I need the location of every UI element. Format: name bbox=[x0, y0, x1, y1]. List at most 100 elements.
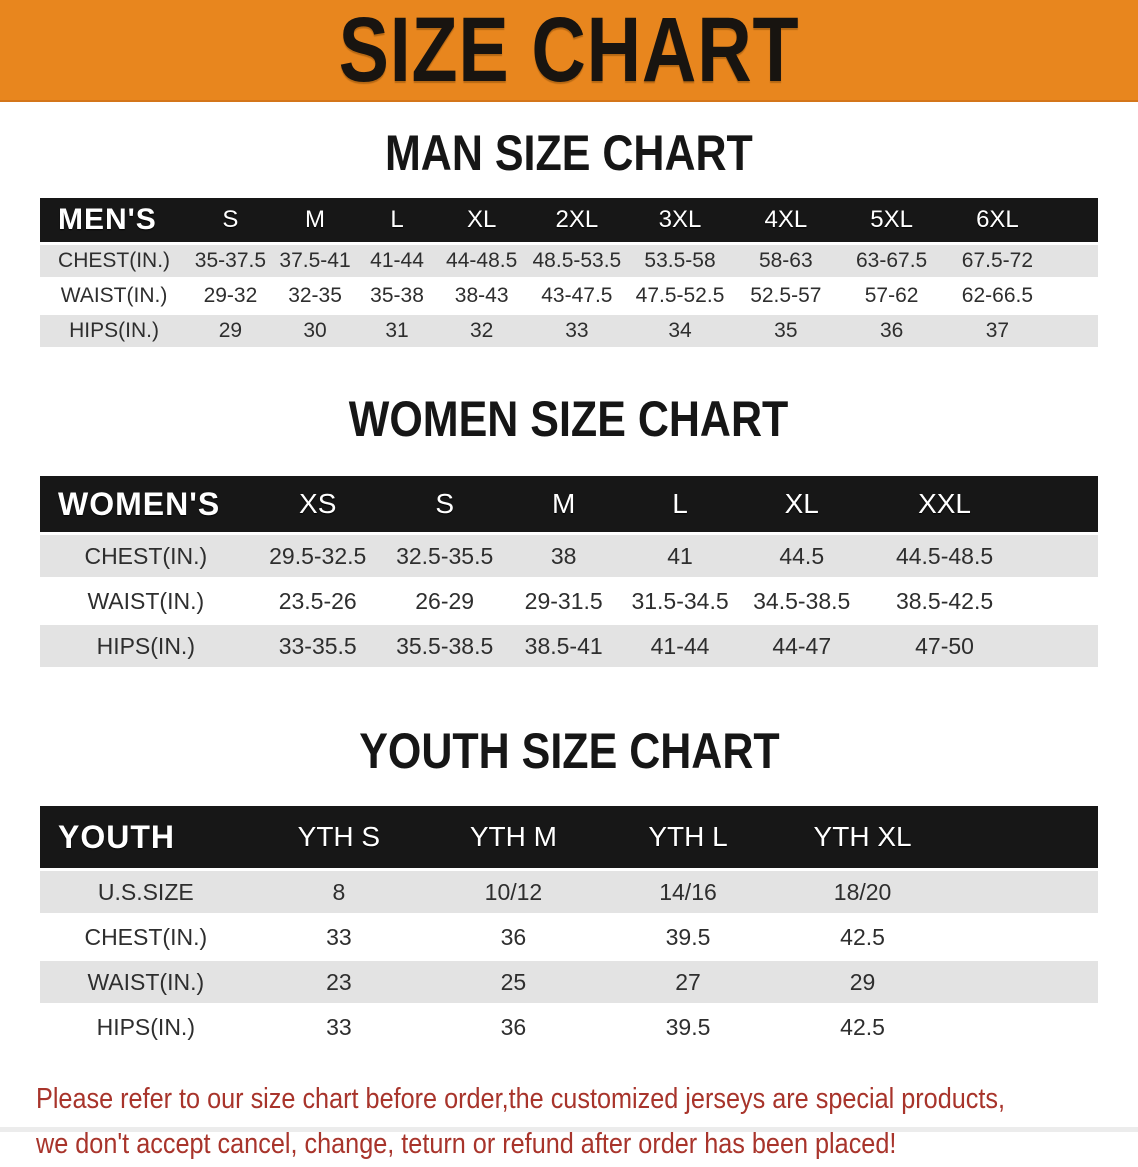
youth-size-col: YTH S bbox=[297, 821, 381, 852]
men-size-col: 4XL bbox=[764, 206, 808, 233]
women-heading-text: WOMEN SIZE CHART bbox=[349, 391, 789, 447]
cell: 44.5-48.5 bbox=[895, 542, 994, 569]
cell: 44.5 bbox=[779, 542, 825, 569]
cell: 25 bbox=[500, 968, 527, 995]
cell: 23 bbox=[326, 968, 352, 995]
men-size-col: 5XL bbox=[870, 206, 913, 233]
cell: 26-29 bbox=[415, 587, 475, 614]
cell: 31.5-34.5 bbox=[631, 587, 729, 614]
cell: 30 bbox=[303, 319, 327, 342]
spacer-cell bbox=[950, 916, 1098, 958]
men-size-col: XL bbox=[466, 206, 497, 233]
cell: 8 bbox=[332, 878, 346, 905]
cell: 37 bbox=[985, 319, 1010, 342]
cell: 32 bbox=[469, 319, 494, 342]
women-header-row: WOMEN'S XS S M L XL XXL bbox=[40, 476, 1098, 532]
cell: 41-44 bbox=[650, 632, 710, 659]
cell: 62-66.5 bbox=[961, 284, 1034, 307]
row-label: WAIST(IN.) bbox=[60, 284, 168, 307]
cell: 32-35 bbox=[288, 284, 342, 307]
cell: 38 bbox=[550, 542, 577, 569]
women-size-col: S bbox=[435, 488, 455, 519]
youth-hips-row: HIPS(IN.) 33 36 39.5 42.5 bbox=[40, 1006, 1098, 1048]
men-size-col: S bbox=[222, 206, 239, 233]
row-label: U.S.SIZE bbox=[97, 878, 194, 905]
cell: 38-43 bbox=[454, 284, 509, 307]
men-size-col: 2XL bbox=[555, 206, 599, 233]
cell: 29 bbox=[849, 968, 876, 995]
cell: 33 bbox=[326, 1013, 352, 1040]
cell: 29-31.5 bbox=[524, 587, 603, 614]
row-label: WAIST(IN.) bbox=[87, 587, 205, 614]
youth-size-col: YTH M bbox=[469, 821, 557, 852]
bottom-divider bbox=[0, 1127, 1138, 1132]
cell: 48.5-53.5 bbox=[532, 249, 622, 272]
cell: 14/16 bbox=[659, 878, 717, 905]
men-chest-row: CHEST(IN.) 35-37.5 37.5-41 41-44 44-48.5… bbox=[40, 245, 1098, 277]
spacer-cell bbox=[1024, 625, 1098, 667]
youth-section-heading: YOUTH SIZE CHART bbox=[0, 724, 1138, 779]
spacer-cell bbox=[1024, 476, 1098, 532]
cell: 35-38 bbox=[370, 284, 424, 307]
cell: 57-62 bbox=[864, 284, 919, 307]
cell: 41-44 bbox=[370, 249, 424, 272]
women-size-col: XL bbox=[784, 488, 819, 519]
women-size-col: M bbox=[552, 488, 576, 519]
cell: 47.5-52.5 bbox=[635, 284, 725, 307]
youth-heading-text: YOUTH SIZE CHART bbox=[358, 723, 780, 779]
women-size-col: XS bbox=[299, 488, 337, 519]
men-section-heading: MAN SIZE CHART bbox=[0, 126, 1138, 181]
cell: 39.5 bbox=[665, 1013, 711, 1040]
cell: 29.5-32.5 bbox=[269, 542, 367, 569]
men-table-label: MEN'S bbox=[58, 203, 157, 236]
spacer-cell bbox=[950, 871, 1098, 913]
men-waist-row: WAIST(IN.) 29-32 32-35 35-38 38-43 43-47… bbox=[40, 280, 1098, 312]
youth-table-label: YOUTH bbox=[58, 818, 175, 855]
cell: 37.5-41 bbox=[279, 249, 351, 272]
warning-line-1: Please refer to our size chart before or… bbox=[36, 1083, 1006, 1115]
spacer-cell bbox=[1024, 580, 1098, 622]
cell: 67.5-72 bbox=[961, 249, 1034, 272]
size-chart-banner: SIZE CHART bbox=[0, 0, 1138, 102]
cell: 63-67.5 bbox=[856, 249, 928, 272]
cell: 33 bbox=[565, 319, 589, 342]
cell: 27 bbox=[675, 968, 701, 995]
cell: 42.5 bbox=[840, 1013, 885, 1040]
cell: 38.5-41 bbox=[524, 632, 603, 659]
cell: 52.5-57 bbox=[750, 284, 822, 307]
row-label: CHEST(IN.) bbox=[58, 249, 171, 272]
cell: 32.5-35.5 bbox=[396, 542, 494, 569]
spacer-cell bbox=[950, 1006, 1098, 1048]
cell: 34 bbox=[668, 319, 692, 342]
cell: 47-50 bbox=[915, 632, 974, 659]
youth-ussize-row: U.S.SIZE 8 10/12 14/16 18/20 bbox=[40, 871, 1098, 913]
cell: 35 bbox=[774, 319, 798, 342]
cell: 39.5 bbox=[665, 923, 711, 950]
banner-title: SIZE CHART bbox=[338, 0, 800, 101]
cell: 33 bbox=[326, 923, 352, 950]
spacer-cell bbox=[950, 961, 1098, 1003]
cell: 36 bbox=[500, 923, 527, 950]
cell: 10/12 bbox=[484, 878, 543, 905]
row-label: HIPS(IN.) bbox=[96, 1013, 195, 1040]
cell: 44-47 bbox=[772, 632, 832, 659]
row-label: CHEST(IN.) bbox=[84, 923, 208, 950]
women-table-label: WOMEN'S bbox=[58, 485, 221, 522]
spacer-cell bbox=[1050, 198, 1098, 242]
cell: 33-35.5 bbox=[278, 632, 357, 659]
row-label: HIPS(IN.) bbox=[69, 319, 159, 342]
women-size-table: WOMEN'S XS S M L XL XXL CHEST(IN.) 29.5-… bbox=[40, 473, 1098, 670]
cell: 31 bbox=[385, 319, 409, 342]
spacer-cell bbox=[1050, 280, 1098, 312]
women-chest-row: CHEST(IN.) 29.5-32.5 32.5-35.5 38 41 44.… bbox=[40, 535, 1098, 577]
men-size-col: L bbox=[390, 206, 404, 233]
women-section-heading: WOMEN SIZE CHART bbox=[0, 392, 1138, 447]
men-size-table: MEN'S S M L XL 2XL 3XL 4XL 5XL 6XL CHEST… bbox=[40, 195, 1098, 350]
spacer-cell bbox=[1024, 535, 1098, 577]
youth-waist-row: WAIST(IN.) 23 25 27 29 bbox=[40, 961, 1098, 1003]
cell: 58-63 bbox=[758, 249, 813, 272]
men-size-col: 6XL bbox=[976, 206, 1019, 233]
men-size-col: 3XL bbox=[658, 206, 702, 233]
men-hips-row: HIPS(IN.) 29 30 31 32 33 34 35 36 37 bbox=[40, 315, 1098, 347]
cell: 29 bbox=[218, 319, 243, 342]
